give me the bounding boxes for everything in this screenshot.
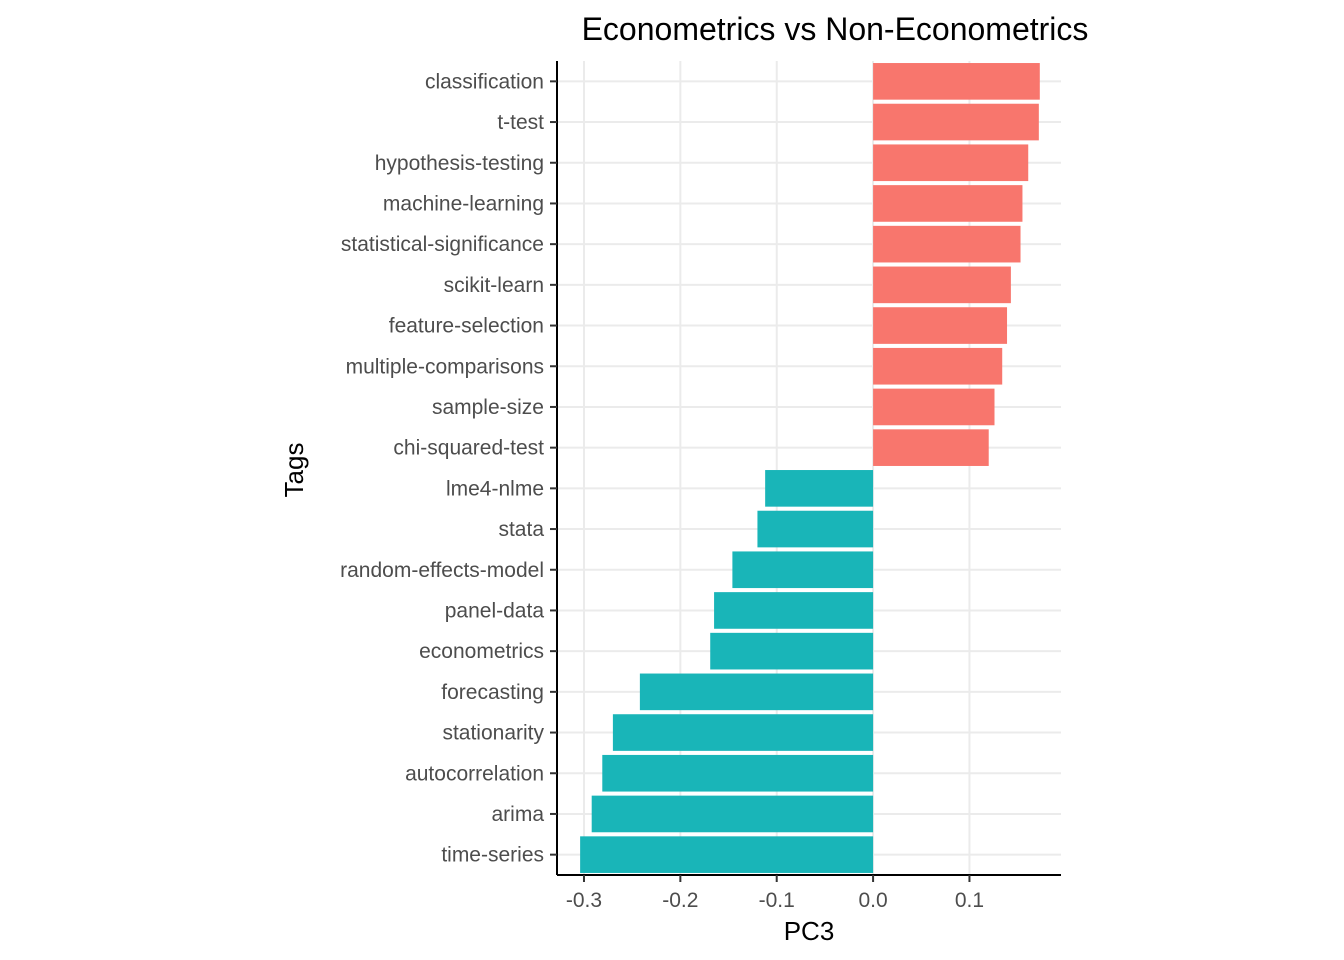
y-tick-label: hypothesis-testing <box>375 152 544 175</box>
y-axis-title: Tags <box>279 443 309 498</box>
y-tick-label: machine-learning <box>383 192 544 215</box>
x-tick-label: 0.1 <box>955 889 984 912</box>
y-tick-label: panel-data <box>445 599 545 622</box>
x-tick-label: 0.0 <box>858 889 887 912</box>
bar-hypothesis-testing <box>873 144 1029 182</box>
y-tick-label: stata <box>498 518 544 541</box>
y-tick-label: multiple-comparisons <box>346 355 544 378</box>
y-tick-label: stationarity <box>442 722 544 745</box>
bar-arima <box>591 795 874 833</box>
bar-autocorrelation <box>602 754 874 792</box>
bar-econometrics <box>710 632 874 670</box>
bar-multiple-comparisons <box>873 347 1003 385</box>
y-tick-label: time-series <box>441 844 544 867</box>
bar-time-series <box>580 836 874 873</box>
y-tick-label: t-test <box>497 111 544 134</box>
bar-random-effects-model <box>732 551 874 589</box>
y-tick-label: lme4-nlme <box>446 477 544 500</box>
bar-t-test <box>873 103 1039 141</box>
x-axis-title: PC3 <box>784 916 835 946</box>
bar-panel-data <box>714 592 874 629</box>
bar-chi-squared-test <box>873 429 989 466</box>
bar-feature-selection <box>873 307 1008 344</box>
y-tick-label: feature-selection <box>389 315 544 338</box>
bar-stata <box>757 510 874 548</box>
x-tick-label: -0.3 <box>566 889 602 912</box>
bar-machine-learning <box>873 185 1023 222</box>
y-tick-label: classification <box>425 70 544 93</box>
x-tick-label: -0.2 <box>662 889 698 912</box>
y-tick-label: sample-size <box>432 396 544 419</box>
bar-sample-size <box>873 388 995 426</box>
y-tick-label: statistical-significance <box>341 233 544 256</box>
y-tick-label: random-effects-model <box>340 559 544 582</box>
x-tick-label: -0.1 <box>759 889 795 912</box>
bar-scikit-learn <box>873 266 1011 304</box>
grid-layer <box>557 61 1061 875</box>
bar-classification <box>873 63 1040 100</box>
bar-statistical-significance <box>873 225 1021 263</box>
y-tick-label: scikit-learn <box>444 274 544 297</box>
y-tick-label: autocorrelation <box>405 762 544 785</box>
y-tick-label: chi-squared-test <box>393 437 544 460</box>
y-tick-label: econometrics <box>419 640 544 663</box>
y-tick-label: forecasting <box>441 681 544 704</box>
bar-stationarity <box>612 714 874 751</box>
bar-forecasting <box>639 673 874 711</box>
axis-layer: classification t-test hypothesis-testing ma… <box>340 61 1061 912</box>
bar-layer <box>580 63 1040 873</box>
bar-lme4-nlme <box>765 470 874 507</box>
y-tick-label: arima <box>491 803 544 826</box>
chart-title: Econometrics vs Non-Econometrics <box>582 11 1089 47</box>
